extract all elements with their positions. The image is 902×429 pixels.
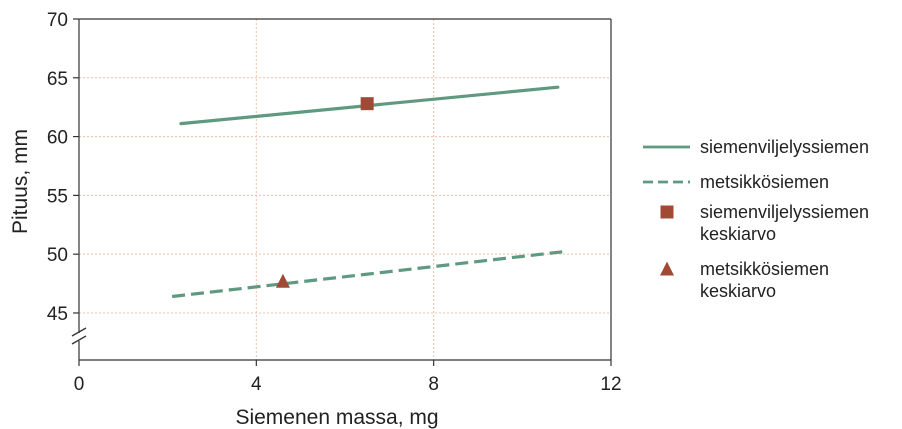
series-line-2 <box>171 250 563 299</box>
grid-lines <box>79 19 611 360</box>
legend-marker-1 <box>660 205 674 219</box>
x-axis-title: Siemenen massa, mg <box>235 406 438 429</box>
legend-marker-2 <box>660 261 674 276</box>
legend-marker-label-1: keskiarvo <box>700 224 776 244</box>
legend-marker-label-1: siemenviljelyssiemen <box>700 202 869 222</box>
mean-marker-1 <box>360 97 374 111</box>
legend-marker-label-2: keskiarvo <box>700 281 776 301</box>
x-tick-label: 12 <box>600 374 621 395</box>
x-tick-label: 0 <box>74 374 85 395</box>
legend: siemenviljelyssiemen metsikkösiemen siemen… <box>643 137 869 301</box>
tick-labels: 45 50 55 60 65 70 0 4 8 12 <box>47 10 622 395</box>
x-tick-label: 8 <box>428 374 439 395</box>
x-tick-label: 4 <box>251 374 262 395</box>
y-tick-label: 60 <box>47 128 68 149</box>
mean-marker-2 <box>275 273 290 288</box>
y-tick-label: 50 <box>47 245 68 266</box>
legend-label-1: siemenviljelyssiemen <box>700 137 869 157</box>
y-axis-title: Pituus, mm <box>9 129 32 234</box>
axis-break-mark <box>71 335 87 345</box>
axis-break-mark <box>71 327 87 337</box>
y-tick-label: 65 <box>47 69 68 90</box>
legend-marker-label-2: metsikkösiemen <box>700 259 829 279</box>
y-tick-label: 55 <box>47 186 68 207</box>
mean-markers <box>275 97 374 288</box>
axes <box>71 18 612 361</box>
y-tick-label: 45 <box>47 304 68 325</box>
y-tick-label: 70 <box>47 10 68 31</box>
legend-label-2: metsikkösiemen <box>700 172 829 192</box>
series-lines <box>171 85 563 299</box>
axis-break-gap <box>71 333 87 341</box>
